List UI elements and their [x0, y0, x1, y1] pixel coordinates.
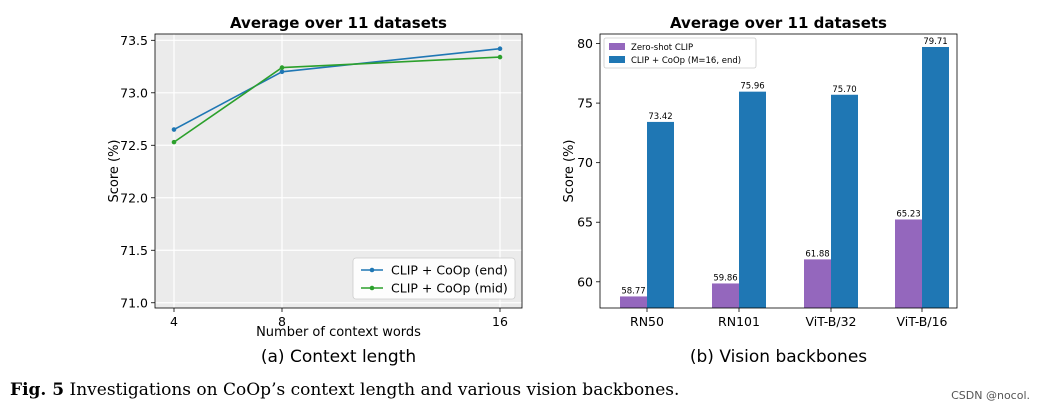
line-legend-marker — [369, 285, 375, 291]
bar-value-label: 61.88 — [805, 249, 829, 259]
line-chart-ylabel: Score (%) — [107, 139, 122, 202]
line-chart-xlabel: Number of context words — [256, 325, 421, 340]
bar-ytick-label: 60 — [577, 274, 593, 289]
bar-1-0 — [647, 121, 674, 308]
figure-caption-text: Investigations on CoOp’s context length … — [69, 380, 680, 400]
bar-ytick-label: 65 — [577, 215, 593, 230]
line-chart-subcaption: (a) Context length — [261, 347, 416, 367]
bar-legend-swatch — [609, 43, 625, 50]
figure-caption-label: Fig. 5 — [10, 380, 65, 400]
bar-1-2 — [831, 94, 858, 308]
bar-xtick-label: RN50 — [630, 314, 664, 329]
line-ytick-label: 71.5 — [120, 243, 148, 258]
line-point — [279, 65, 285, 70]
line-point — [279, 69, 285, 75]
line-point — [171, 127, 177, 132]
bar-value-label: 79.71 — [923, 37, 947, 47]
bar-chart-legend: Zero-shot CLIP CLIP + CoOp (M=16, end) — [603, 37, 757, 69]
line-ytick-label: 73.5 — [120, 33, 148, 48]
line-point — [497, 46, 503, 51]
bar-chart-title: Average over 11 datasets — [670, 14, 887, 32]
line-point — [497, 54, 503, 60]
bar-xtick-label: ViT-B/16 — [897, 314, 948, 329]
bar-chart-ylabel: Score (%) — [562, 139, 577, 202]
bar-0-2 — [804, 259, 831, 308]
bar-legend-label: Zero-shot CLIP — [631, 43, 693, 53]
line-ytick-label: 72.5 — [120, 138, 148, 153]
bar-0-0 — [620, 296, 647, 308]
bar-1-3 — [922, 46, 949, 309]
bar-ytick-label: 75 — [577, 96, 593, 111]
bar-value-label: 58.77 — [621, 286, 645, 296]
watermark: CSDN @nocol. — [951, 389, 1030, 402]
bar-chart-subcaption: (b) Vision backbones — [690, 347, 867, 367]
bar-xtick-label: RN101 — [718, 314, 760, 329]
line-ytick-label: 72.0 — [120, 190, 148, 205]
bar-0-1 — [712, 283, 739, 308]
line-ytick-label: 71.0 — [120, 295, 148, 310]
bar-1-1 — [739, 91, 766, 308]
bar-value-label: 75.96 — [740, 82, 764, 92]
line-legend-box — [352, 257, 516, 300]
figure-caption: Fig. 5 Investigations on CoOp’s context … — [10, 380, 679, 400]
bar-ytick-label: 80 — [577, 36, 593, 51]
line-ytick-label: 73.0 — [120, 85, 148, 100]
bar-value-label: 65.23 — [896, 209, 920, 219]
bar-value-label: 75.70 — [832, 85, 856, 95]
bar-legend-label: CLIP + CoOp (M=16, end) — [631, 56, 741, 66]
line-point — [171, 139, 177, 145]
bar-legend-swatch — [609, 56, 625, 63]
line-xtick-label: 8 — [278, 314, 286, 329]
bar-value-label: 59.86 — [713, 273, 737, 283]
bar-plot-frame — [599, 33, 958, 309]
bar-0-3 — [895, 219, 922, 308]
bar-ytick-label: 70 — [577, 155, 593, 170]
line-plot-frame — [154, 33, 523, 309]
line-chart-legend: CLIP + CoOp (end) CLIP + CoOp (mid) — [352, 257, 516, 300]
line-chart: 4 8 16 71.0 71.5 72.0 72.5 73.0 73.5 Average ove… — [107, 14, 523, 367]
bar-value-label: 73.42 — [648, 112, 672, 122]
line-legend-label: CLIP + CoOp (end) — [391, 263, 508, 278]
line-legend-label: CLIP + CoOp (mid) — [391, 281, 508, 296]
line-chart-title: Average over 11 datasets — [230, 14, 447, 32]
line-legend-marker — [369, 267, 375, 273]
line-xtick-label: 4 — [170, 314, 178, 329]
bar-legend-box — [603, 37, 757, 69]
line-xtick-label: 16 — [492, 314, 508, 329]
bar-xtick-label: ViT-B/32 — [806, 314, 857, 329]
bar-chart: 58.77 59.86 61.88 65.23 73.42 75.96 75.70 79.71… — [562, 14, 958, 367]
